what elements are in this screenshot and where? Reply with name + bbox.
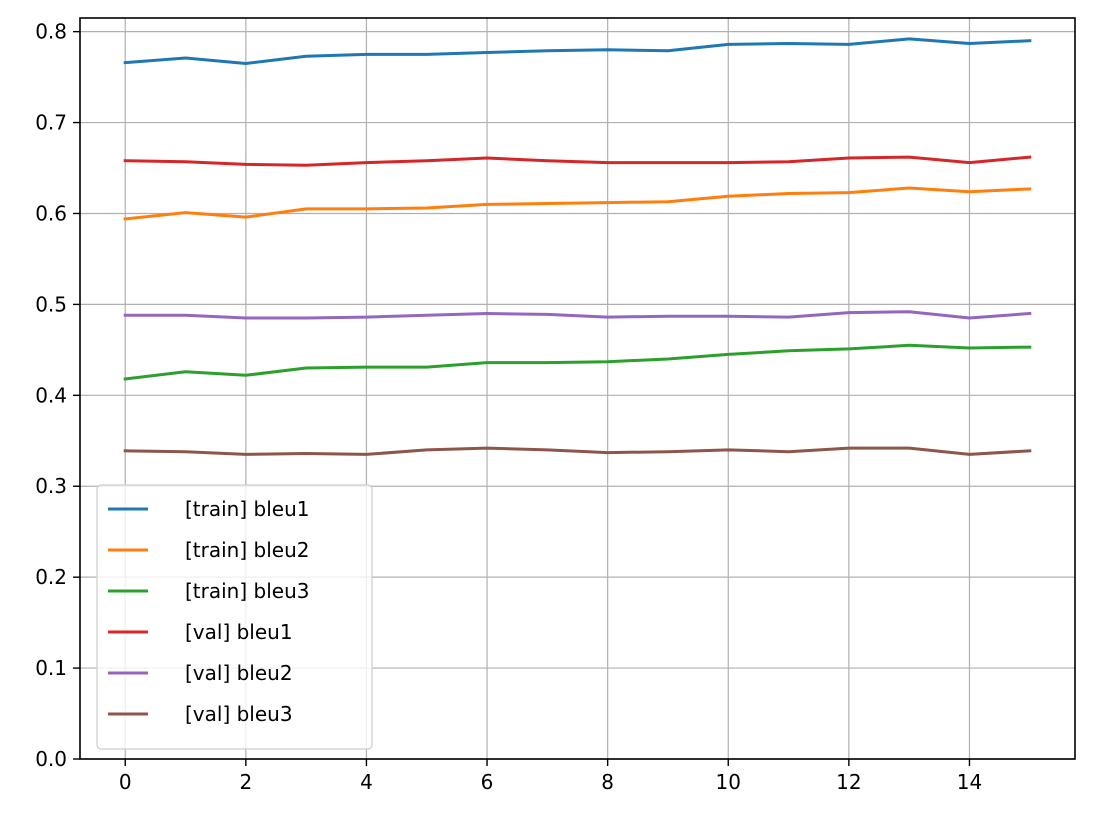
x-tick-label: 14: [957, 770, 982, 794]
series-line: [123, 186, 1032, 221]
x-tick-label: 8: [601, 770, 614, 794]
y-tick-label: 0.5: [35, 292, 67, 316]
legend-box: [96, 484, 373, 750]
y-tick-label: 0.3: [35, 474, 67, 498]
legend-label: [val] bleu2: [185, 661, 293, 685]
legend-label: [train] bleu1: [185, 497, 309, 521]
x-tick-label: 4: [360, 770, 373, 794]
x-tick-label: 6: [481, 770, 494, 794]
x-tick-label: 12: [836, 770, 861, 794]
y-tick-label: 0.7: [35, 111, 67, 135]
x-tick-label: 2: [239, 770, 252, 794]
y-tick-label: 0.4: [35, 383, 67, 407]
legend: [train] bleu1 [train] bleu2 [train] bleu3 […: [96, 484, 373, 750]
y-tick-label: 0.2: [35, 565, 67, 589]
series-line: [123, 155, 1032, 167]
x-tick-label: 10: [716, 770, 741, 794]
axis-ticks: 0 2 4 6 8 10 12 14 0.0 0.1 0.2 0.3 0.4 0.5 0.6 0.7 0.8: [35, 20, 982, 794]
series-lines: [123, 37, 1032, 456]
legend-label: [train] bleu2: [185, 538, 309, 562]
series-line: [123, 446, 1032, 456]
y-tick-label: 0.0: [35, 747, 67, 771]
series-line: [123, 343, 1032, 381]
legend-label: [val] bleu1: [185, 620, 293, 644]
legend-label: [val] bleu3: [185, 702, 293, 726]
y-tick-label: 0.8: [35, 20, 67, 44]
x-tick-label: 0: [119, 770, 132, 794]
series-line: [123, 310, 1032, 320]
y-tick-label: 0.1: [35, 656, 67, 680]
plot-frame: [79, 17, 1076, 760]
legend-label: [train] bleu3: [185, 579, 309, 603]
y-tick-label: 0.6: [35, 201, 67, 225]
series-line: [123, 37, 1032, 65]
